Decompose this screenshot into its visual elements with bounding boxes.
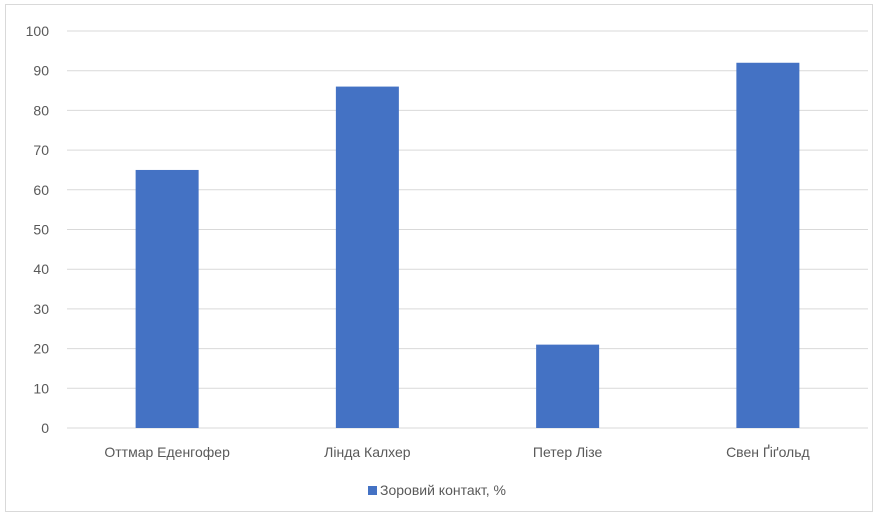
y-tick-label: 30 xyxy=(33,301,49,317)
x-axis-category-labels: Оттмар Еденгофер Лінда Калхер Петер Лізе Св… xyxy=(104,444,809,460)
legend: Зоровий контакт, % xyxy=(368,482,506,498)
y-tick-label: 20 xyxy=(33,341,49,357)
x-category-label: Петер Лізе xyxy=(533,444,603,460)
y-tick-label: 50 xyxy=(33,222,49,238)
bar xyxy=(536,344,600,428)
x-category-label: Свен Ґіґольд xyxy=(726,444,810,460)
bar xyxy=(335,86,399,428)
x-category-label: Лінда Калхер xyxy=(324,444,411,460)
bars xyxy=(135,62,800,428)
x-category-label: Оттмар Еденгофер xyxy=(104,444,230,460)
y-tick-label: 40 xyxy=(33,261,49,277)
gridlines xyxy=(67,30,868,429)
y-axis-tick-labels: 0 10 20 30 40 50 60 70 80 90 100 xyxy=(26,23,50,436)
bar xyxy=(135,169,199,428)
y-tick-label: 60 xyxy=(33,182,49,198)
y-tick-label: 100 xyxy=(26,23,50,39)
y-tick-label: 90 xyxy=(33,63,49,79)
legend-swatch xyxy=(368,486,377,495)
y-tick-label: 70 xyxy=(33,142,49,158)
legend-label: Зоровий контакт, % xyxy=(380,482,506,498)
y-tick-label: 10 xyxy=(33,380,49,396)
y-tick-label: 80 xyxy=(33,102,49,118)
y-tick-label: 0 xyxy=(41,420,49,436)
bar xyxy=(736,62,800,428)
